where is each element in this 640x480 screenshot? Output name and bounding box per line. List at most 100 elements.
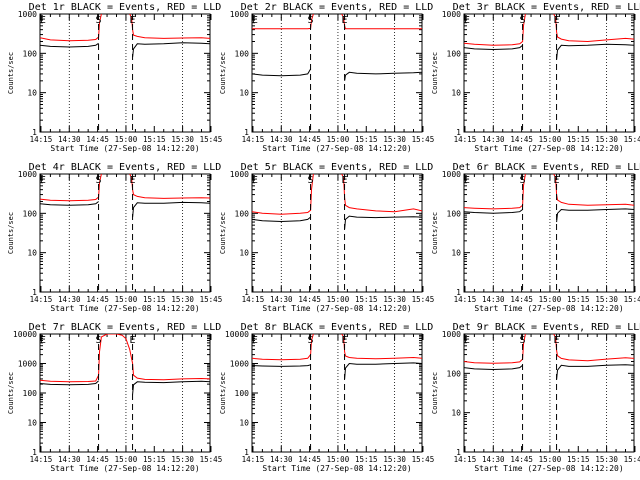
y-tick-label: 10 xyxy=(27,419,37,428)
x-tick-label: 15:15 xyxy=(143,135,166,144)
events-series-line xyxy=(344,71,422,81)
series-layer xyxy=(252,14,422,81)
x-tick-label: 15:15 xyxy=(355,295,378,304)
series-layer xyxy=(40,334,210,395)
panel-4: Det 4r BLACK = Events, RED = LLD Counts/s… xyxy=(7,162,222,313)
y-tick-label: 100 xyxy=(235,209,250,218)
x-tick-label: 15:00 xyxy=(539,455,562,464)
y-tick-label: 1000 xyxy=(442,10,461,19)
y-tick-label: 1 xyxy=(456,288,461,297)
x-axis-label: Start Time (27-Sep-08 14:12:20) xyxy=(262,144,411,153)
series-layer xyxy=(40,14,210,58)
panel-9: Det 9r BLACK = Events, RED = LLD Counts/s… xyxy=(431,322,640,473)
events-series-line xyxy=(132,42,210,58)
x-tick-label: 15:45 xyxy=(624,455,640,464)
x-axis-label: Start Time (27-Sep-08 14:12:20) xyxy=(474,144,623,153)
x-tick-label: 14:30 xyxy=(482,455,505,464)
x-tick-label: 15:00 xyxy=(115,455,138,464)
x-tick-label: 15:30 xyxy=(171,135,194,144)
panel-title: Det 1r BLACK = Events, RED = LLD xyxy=(29,2,222,13)
lld-series-line xyxy=(132,363,210,381)
lld-series-line xyxy=(40,14,102,42)
x-tick-label: 14:30 xyxy=(58,455,81,464)
x-tick-label: 15:30 xyxy=(595,295,618,304)
marker-label: E xyxy=(342,335,348,346)
x-tick-label: 15:00 xyxy=(115,295,138,304)
y-tick-label: 10 xyxy=(27,89,37,98)
y-tick-label: 1 xyxy=(32,128,37,137)
x-axis-label: Start Time (27-Sep-08 14:12:20) xyxy=(474,304,623,313)
x-tick-label: 15:00 xyxy=(539,295,562,304)
x-tick-label: 15:15 xyxy=(567,135,590,144)
x-tick-label: 14:15 xyxy=(242,135,265,144)
plot-frame xyxy=(463,173,635,293)
x-axis-label: Start Time (27-Sep-08 14:12:20) xyxy=(50,464,199,473)
y-tick-label: 1 xyxy=(244,448,249,457)
x-tick-label: 15:45 xyxy=(624,295,640,304)
x-tick-label: 15:00 xyxy=(327,135,350,144)
events-series-line xyxy=(464,44,523,51)
marker-label: S xyxy=(520,335,526,346)
x-tick-label: 14:15 xyxy=(242,455,265,464)
lld-series-line xyxy=(464,174,526,210)
plot-frame xyxy=(39,333,211,453)
events-series-line xyxy=(252,68,312,77)
lld-series-line xyxy=(129,14,210,39)
x-tick-label: 14:45 xyxy=(86,295,109,304)
x-tick-label: 15:45 xyxy=(412,295,435,304)
x-tick-label: 15:30 xyxy=(383,135,406,144)
x-tick-label: 14:30 xyxy=(482,295,505,304)
x-tick-label: 14:45 xyxy=(298,295,321,304)
y-tick-label: 10 xyxy=(451,249,461,258)
marker-label: E xyxy=(464,175,470,186)
x-tick-label: 15:15 xyxy=(143,455,166,464)
x-axis-label: Start Time (27-Sep-08 14:12:20) xyxy=(50,304,199,313)
y-tick-label: 1 xyxy=(32,288,37,297)
y-tick-label: 100 xyxy=(23,209,38,218)
marker-label: E xyxy=(464,335,470,346)
y-tick-label: 10 xyxy=(239,249,249,258)
lld-series-line xyxy=(341,174,422,213)
x-tick-label: 15:15 xyxy=(143,295,166,304)
panel-6: Det 6r BLACK = Events, RED = LLD Counts/s… xyxy=(431,162,640,313)
y-axis-label: Counts/sec xyxy=(431,52,439,94)
marker-label: S xyxy=(308,175,314,186)
y-axis-label: Counts/sec xyxy=(7,52,15,94)
y-tick-label: 100 xyxy=(447,49,462,58)
x-tick-label: 14:45 xyxy=(298,455,321,464)
marker-label: S xyxy=(96,15,102,26)
plot-frame xyxy=(463,333,635,453)
panel-5: Det 5r BLACK = Events, RED = LLD Counts/s… xyxy=(219,162,434,313)
x-tick-label: 14:30 xyxy=(270,135,293,144)
y-tick-label: 1000 xyxy=(18,10,37,19)
x-tick-label: 14:15 xyxy=(30,295,53,304)
x-tick-label: 14:45 xyxy=(510,135,533,144)
y-tick-label: 10 xyxy=(451,409,461,418)
x-tick-label: 15:45 xyxy=(412,135,435,144)
x-tick-label: 15:15 xyxy=(567,295,590,304)
x-tick-label: 14:45 xyxy=(86,135,109,144)
x-tick-label: 15:45 xyxy=(624,135,640,144)
panel-title: Det 8r BLACK = Events, RED = LLD xyxy=(241,322,434,333)
x-axis-label: Start Time (27-Sep-08 14:12:20) xyxy=(262,304,411,313)
events-series-line xyxy=(556,43,634,60)
events-series-line xyxy=(132,380,210,395)
series-layer xyxy=(252,334,422,379)
y-axis-label: Counts/sec xyxy=(7,372,15,414)
lld-series-line xyxy=(553,334,634,362)
events-series-line xyxy=(344,362,422,379)
marker-label: S xyxy=(96,175,102,186)
marker-label: E xyxy=(342,175,348,186)
x-tick-label: 15:45 xyxy=(412,455,435,464)
panel-title: Det 5r BLACK = Events, RED = LLD xyxy=(241,162,434,173)
x-tick-label: 14:45 xyxy=(510,295,533,304)
panel-title: Det 9r BLACK = Events, RED = LLD xyxy=(453,322,640,333)
plot-frame xyxy=(463,13,635,133)
y-tick-label: 100 xyxy=(447,369,462,378)
y-tick-label: 1 xyxy=(244,288,249,297)
events-series-line xyxy=(252,364,311,367)
marker-label: S xyxy=(520,15,526,26)
lld-series-line xyxy=(40,174,102,202)
panel-title: Det 6r BLACK = Events, RED = LLD xyxy=(453,162,640,173)
y-tick-label: 100 xyxy=(447,209,462,218)
